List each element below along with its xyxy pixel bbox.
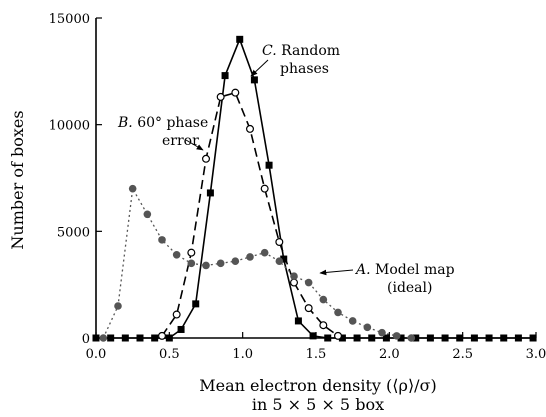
series-c-random-phases-marker bbox=[121, 334, 129, 342]
series-c-random-phases-marker bbox=[165, 334, 173, 342]
series-c-random-phases-marker bbox=[192, 300, 200, 308]
x-tick-label: 2.5 bbox=[452, 347, 473, 362]
series-c-random-phases-marker bbox=[456, 334, 464, 342]
series-a-model-map-marker bbox=[290, 272, 298, 280]
series-c-random-phases-marker bbox=[529, 334, 537, 342]
series-a-model-map-marker bbox=[99, 334, 108, 342]
series-b-60-phase-error-marker bbox=[304, 304, 313, 313]
series-a-model-map-marker bbox=[172, 251, 181, 259]
y-axis-title: Number of boxes bbox=[8, 110, 27, 249]
series-b-60-phase-error-marker bbox=[158, 331, 167, 340]
series-c-random-phases-marker bbox=[485, 334, 493, 342]
series-a-model-map-marker bbox=[187, 259, 196, 268]
series-c-label-line2: phases bbox=[280, 61, 329, 77]
series-b-60-phase-error-marker bbox=[290, 278, 299, 287]
series-c-arrow bbox=[250, 59, 269, 77]
series-a-model-map-marker bbox=[392, 332, 401, 340]
series-c-random-phases-marker bbox=[324, 334, 332, 342]
series-c-random-phases-marker bbox=[206, 189, 214, 197]
series-a-model-map-marker bbox=[319, 295, 328, 304]
series-c-random-phases-marker bbox=[500, 334, 508, 342]
series-a-model-map-marker bbox=[407, 334, 416, 342]
series-c-random-phases-marker bbox=[368, 334, 376, 342]
series-b-60-phase-error-marker bbox=[260, 184, 269, 193]
series-a-model-map-marker bbox=[304, 278, 313, 287]
series-a-label-line2: (ideal) bbox=[387, 280, 432, 296]
series-b-60-phase-error-marker bbox=[187, 248, 196, 257]
series-a-model-map-marker bbox=[378, 328, 386, 337]
y-tick-label: 0 bbox=[82, 332, 90, 347]
x-tick-label: 1.0 bbox=[232, 347, 253, 362]
series-c-random-phases-marker bbox=[265, 161, 273, 169]
x-axis-title-line2: in 5 × 5 × 5 box bbox=[252, 395, 384, 414]
y-tick-label: 15000 bbox=[49, 12, 90, 27]
series-b-60-phase-error-marker bbox=[202, 154, 211, 163]
series-c-random-phases-marker bbox=[92, 334, 100, 342]
series-b-60-phase-error-marker bbox=[216, 92, 225, 101]
series-c-random-phases-marker bbox=[294, 317, 302, 325]
series-c-random-phases-line bbox=[96, 37, 534, 339]
series-a-model-map-marker bbox=[334, 308, 342, 317]
series-a-model-map-marker bbox=[363, 323, 372, 332]
series-b-label: B. 60° phase bbox=[117, 115, 208, 131]
series-a-model-map-marker bbox=[348, 317, 357, 325]
series-c-random-phases-marker bbox=[151, 334, 159, 342]
x-tick-label: 1.5 bbox=[306, 347, 327, 362]
series-b-60-phase-error-marker bbox=[334, 331, 343, 340]
series-a-model-map-marker bbox=[246, 253, 254, 261]
series-c-random-phases-marker bbox=[470, 334, 478, 342]
series-c-random-phases-marker bbox=[441, 334, 449, 342]
series-c-random-phases-marker bbox=[338, 334, 346, 342]
series-a-model-map-marker bbox=[202, 261, 210, 270]
series-a-model-map-marker bbox=[143, 210, 152, 219]
series-c-random-phases-marker bbox=[236, 35, 244, 43]
series-a-label: A. Model map bbox=[354, 262, 455, 278]
series-b-arrow bbox=[185, 139, 204, 151]
series-a-arrow bbox=[319, 269, 354, 276]
x-tick-label: 0.0 bbox=[86, 347, 107, 362]
y-tick-label: 5000 bbox=[57, 225, 90, 240]
series-a-model-map-marker bbox=[216, 259, 225, 268]
x-tick-label: 2.0 bbox=[379, 347, 400, 362]
series-a-model-map-marker bbox=[114, 302, 122, 310]
series-c-label: C. Random bbox=[262, 43, 340, 59]
series-a-model-map-marker bbox=[231, 257, 240, 266]
series-b-label-line2: error bbox=[162, 133, 199, 149]
series-c-random-phases-marker bbox=[382, 334, 390, 342]
series-a-model-map-marker bbox=[275, 257, 284, 266]
series-c-random-phases-marker bbox=[177, 325, 185, 333]
x-axis-title: Mean electron density (⟨ρ⟩/σ) bbox=[199, 376, 436, 395]
series-a-model-map-marker bbox=[128, 184, 137, 193]
series-a-model-map-marker bbox=[260, 248, 269, 257]
series-a-model-map-marker bbox=[158, 236, 166, 244]
x-tick-label: 3.0 bbox=[526, 347, 546, 362]
series-c-random-phases-marker bbox=[353, 334, 361, 342]
series-c-random-phases-marker bbox=[426, 334, 434, 342]
series-c-random-phases-marker bbox=[221, 72, 229, 80]
series-c-random-phases-marker bbox=[250, 76, 258, 84]
series-c-random-phases-marker bbox=[107, 334, 115, 342]
series-b-60-phase-error-marker bbox=[231, 88, 240, 97]
series-c-random-phases-marker bbox=[136, 334, 144, 342]
series-c-random-phases-marker bbox=[309, 332, 317, 340]
series-c-random-phases-marker bbox=[514, 334, 522, 342]
y-tick-label: 10000 bbox=[49, 119, 90, 134]
series-b-60-phase-error-marker bbox=[172, 310, 181, 319]
series-b-60-phase-error-marker bbox=[319, 321, 328, 330]
series-b-60-phase-error-marker bbox=[275, 238, 284, 247]
series-a-model-map-line bbox=[102, 186, 412, 339]
x-tick-label: 0.5 bbox=[159, 347, 180, 362]
series-c-random-phases-marker bbox=[397, 334, 405, 342]
series-b-60-phase-error-marker bbox=[246, 124, 255, 133]
series-c-random-phases-marker bbox=[412, 334, 420, 342]
series-c-random-phases-marker bbox=[280, 255, 288, 263]
